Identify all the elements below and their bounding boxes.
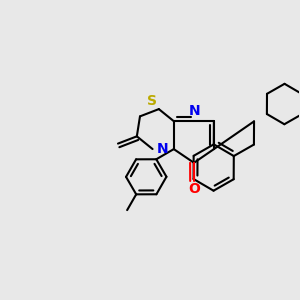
Text: N: N [157,142,168,155]
Text: O: O [188,182,200,197]
Text: S: S [147,94,158,108]
Text: N: N [189,103,200,118]
